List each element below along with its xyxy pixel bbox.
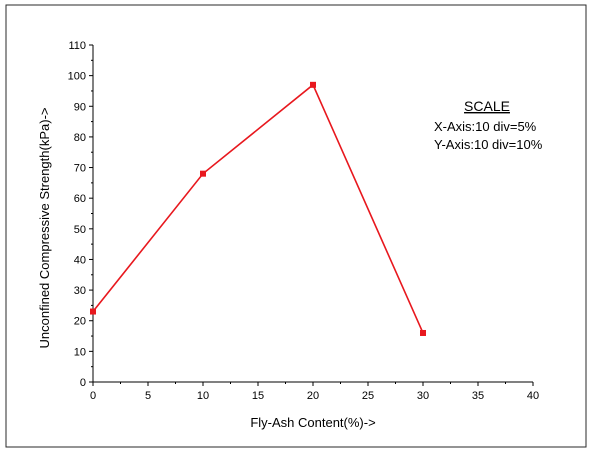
scale-y-line: Y-Axis:10 div=10% xyxy=(434,137,543,152)
y-tick-label: 80 xyxy=(74,132,86,144)
x-tick-label: 5 xyxy=(145,390,151,402)
y-tick-label: 20 xyxy=(74,316,86,328)
x-tick-label: 20 xyxy=(307,390,319,402)
y-axis-title: Unconfined Compressive Strength(kPa)-> xyxy=(37,108,52,349)
data-point xyxy=(200,170,206,177)
y-tick-label: 90 xyxy=(74,101,86,113)
series-layer xyxy=(90,81,426,336)
y-tick-label: 100 xyxy=(68,71,86,83)
x-tick-label: 35 xyxy=(472,390,484,402)
x-tick-label: 15 xyxy=(252,390,264,402)
x-tick-label: 25 xyxy=(362,390,374,402)
data-point xyxy=(310,81,316,88)
x-axis-title: Fly-Ash Content(%)-> xyxy=(250,415,375,430)
x-tick-label: 10 xyxy=(197,390,209,402)
figure-border xyxy=(5,4,587,448)
x-tick-label: 30 xyxy=(417,390,429,402)
series-line xyxy=(92,83,424,334)
data-point xyxy=(420,329,426,336)
axes xyxy=(92,45,533,383)
data-point xyxy=(90,308,96,315)
x-tick-label: 40 xyxy=(527,390,539,402)
scale-title: SCALE xyxy=(464,98,510,114)
y-tick-label: 40 xyxy=(74,254,86,266)
scale-x-line: X-Axis:10 div=5% xyxy=(434,119,537,134)
y-tick-label: 0 xyxy=(80,377,86,389)
y-tick-label: 30 xyxy=(74,285,86,297)
y-tick-label: 10 xyxy=(74,346,86,358)
y-tick-label: 60 xyxy=(74,193,86,205)
y-tick-label: 50 xyxy=(74,224,86,236)
ticks: 0 10 20 30 40 50 60 70 80 90 100 110 0 5 10 15 20 25 30 35 4… xyxy=(68,40,539,402)
y-tick-label: 110 xyxy=(68,40,86,52)
x-tick-label: 0 xyxy=(90,390,96,402)
y-tick-label: 70 xyxy=(74,163,86,175)
